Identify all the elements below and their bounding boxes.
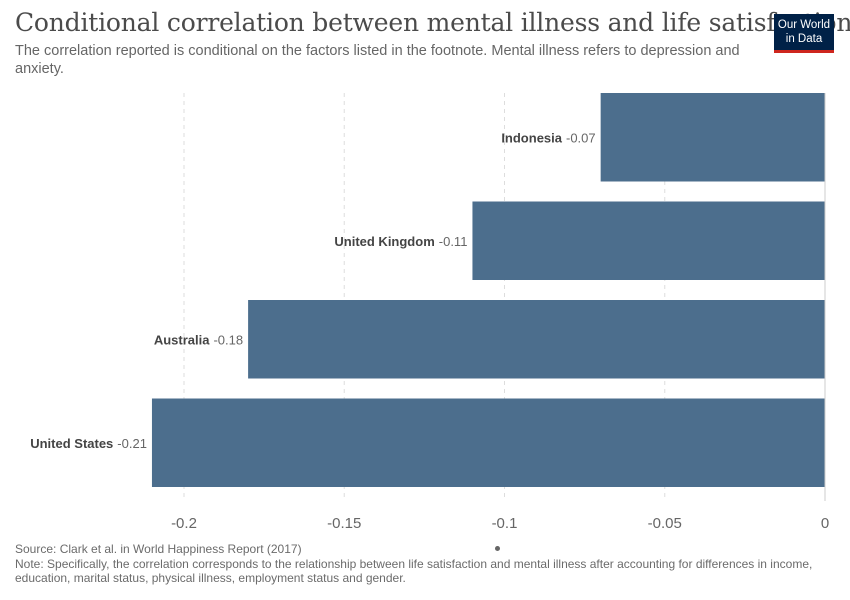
value-label: -0.21 [117,436,147,451]
x-tick-label: -0.2 [171,515,197,532]
category-label: United Kingdom [334,234,434,249]
value-label: -0.07 [566,130,596,145]
chart-subtitle: The correlation reported is conditional … [15,43,740,77]
bar [600,93,825,182]
bar-chart: -0.2 -0.15 -0.1 -0.05 0 -0.07 Indonesia -0.11 Un… [30,93,829,532]
note-text: Note: Specifically, the correlation corr… [15,556,813,586]
value-label: -0.11 [439,234,468,249]
category-label: Indonesia [501,130,562,145]
x-tick-label: -0.1 [492,515,518,532]
chart-title: Conditional correlation between mental i… [15,8,850,37]
category-label: United States [30,436,113,451]
bar [248,300,826,379]
logo-accent-bar [774,50,834,53]
footer-dot [495,546,500,551]
x-tick-label: 0 [821,515,829,532]
owid-logo[interactable]: Our World in Data [774,14,834,53]
x-tick-label: -0.05 [648,515,682,532]
bar [472,201,825,280]
value-label: -0.18 [213,332,243,347]
chart-footer: Source: Clark et al. in World Happiness … [15,542,815,586]
logo-line-1: Our World [777,19,831,31]
category-label: Australia [154,332,210,347]
bar [151,398,825,487]
source-text: Source: Clark et al. in World Happiness … [15,542,302,556]
x-tick-label: -0.15 [327,515,361,532]
logo-line-2: in Data [785,33,823,45]
